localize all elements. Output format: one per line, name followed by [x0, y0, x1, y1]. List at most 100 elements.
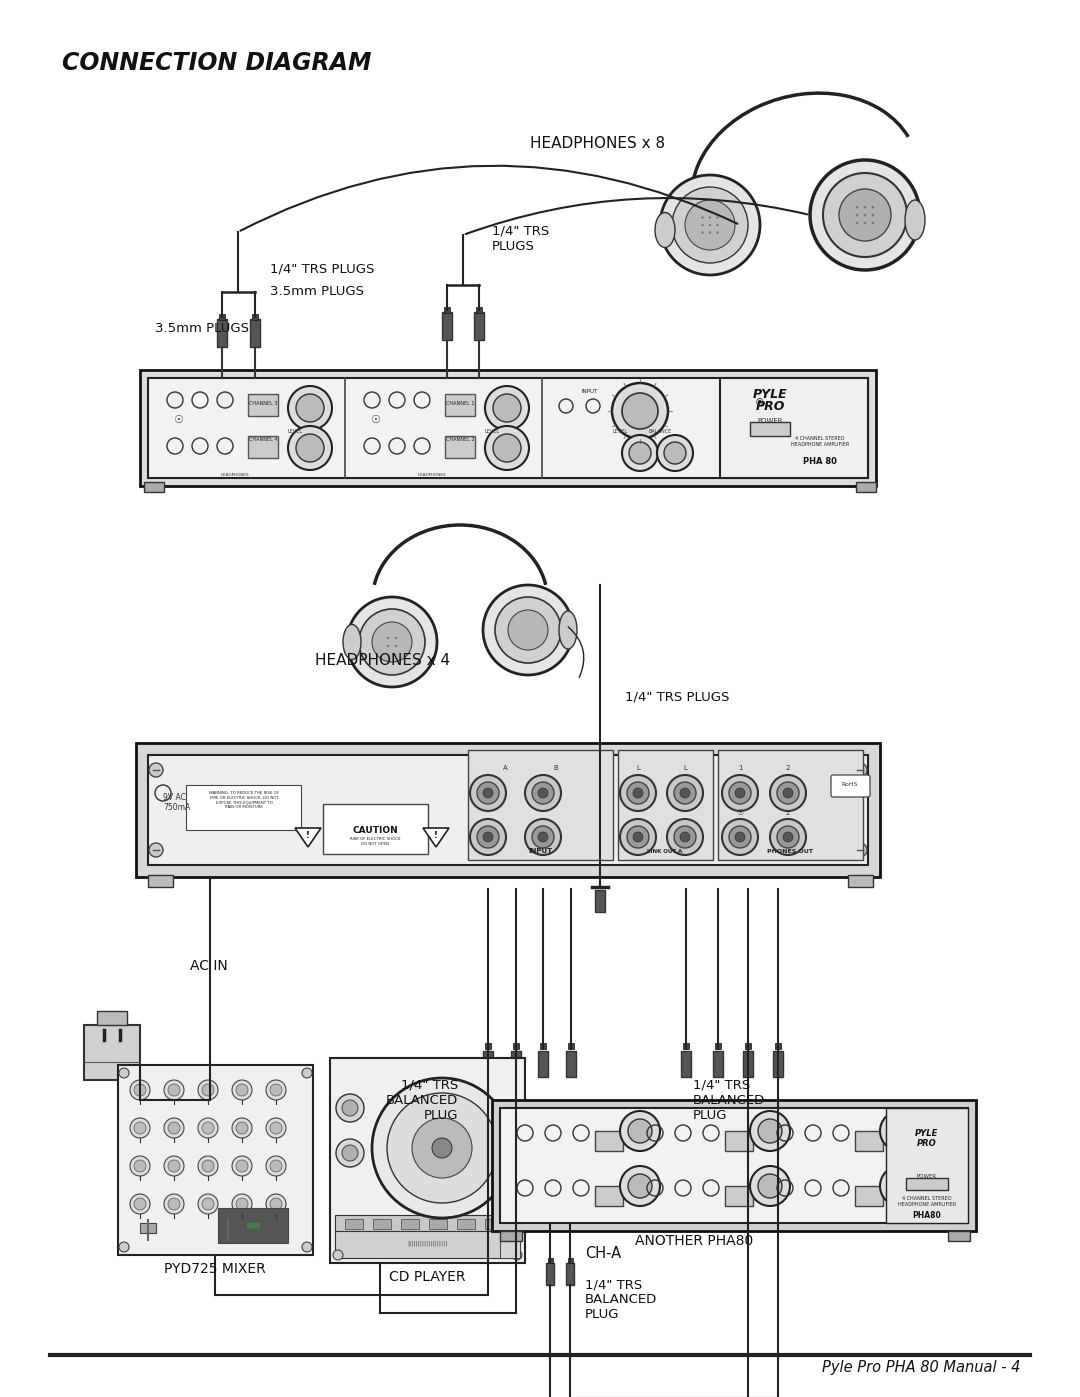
- Circle shape: [202, 1199, 214, 1210]
- Bar: [136, 743, 880, 877]
- Circle shape: [770, 819, 806, 855]
- Text: CHANNEL 4: CHANNEL 4: [248, 437, 278, 441]
- Circle shape: [411, 1118, 472, 1178]
- Bar: [725, 1186, 753, 1206]
- Circle shape: [134, 1199, 146, 1210]
- Circle shape: [477, 826, 499, 848]
- Circle shape: [130, 1194, 150, 1214]
- Bar: [492, 1099, 976, 1231]
- Bar: [773, 1051, 783, 1077]
- Bar: [745, 1044, 751, 1049]
- Text: CHANNEL 2: CHANNEL 2: [446, 437, 474, 441]
- Circle shape: [620, 1166, 660, 1206]
- Circle shape: [164, 1080, 184, 1099]
- Bar: [848, 875, 873, 887]
- Circle shape: [164, 1155, 184, 1176]
- Circle shape: [627, 782, 649, 805]
- Circle shape: [270, 1199, 282, 1210]
- Text: PRO: PRO: [755, 400, 785, 414]
- Text: RISK OF ELECTRIC SHOCK
DO NOT OPEN: RISK OF ELECTRIC SHOCK DO NOT OPEN: [350, 837, 401, 847]
- Circle shape: [387, 1092, 497, 1203]
- Bar: [335, 1215, 519, 1231]
- Text: L: L: [683, 766, 687, 771]
- Circle shape: [735, 788, 745, 798]
- Text: 1/4" TRS
BALANCED
PLUG: 1/4" TRS BALANCED PLUG: [585, 1278, 658, 1322]
- Bar: [252, 314, 258, 320]
- Circle shape: [750, 1166, 789, 1206]
- Bar: [568, 1044, 573, 1049]
- Circle shape: [823, 173, 907, 257]
- Circle shape: [359, 609, 426, 675]
- Bar: [218, 1208, 288, 1243]
- Text: ☉: ☉: [737, 807, 744, 817]
- Circle shape: [483, 788, 492, 798]
- Text: 1/4" TRS PLUGS: 1/4" TRS PLUGS: [625, 690, 729, 703]
- Text: WARNING: TO REDUCE THE RISK OF
FIRE OR ELECTRIC SHOCK, DO NOT
EXPOSE THIS EQUIPM: WARNING: TO REDUCE THE RISK OF FIRE OR E…: [210, 791, 279, 809]
- Circle shape: [622, 393, 658, 429]
- Bar: [217, 319, 227, 346]
- Circle shape: [672, 187, 748, 263]
- Bar: [500, 1108, 968, 1222]
- Circle shape: [270, 1122, 282, 1134]
- Circle shape: [758, 1173, 782, 1199]
- Circle shape: [864, 205, 866, 208]
- Circle shape: [237, 1084, 248, 1097]
- Circle shape: [266, 1194, 286, 1214]
- Text: B: B: [554, 766, 558, 771]
- Text: PHA80: PHA80: [913, 1211, 942, 1220]
- Bar: [855, 1132, 883, 1151]
- Text: L: L: [636, 766, 640, 771]
- Circle shape: [432, 1139, 453, 1158]
- Text: 1: 1: [738, 766, 742, 771]
- Circle shape: [336, 1094, 364, 1122]
- Circle shape: [680, 833, 690, 842]
- Bar: [886, 1108, 968, 1222]
- Bar: [540, 1044, 546, 1049]
- Circle shape: [735, 833, 745, 842]
- Bar: [186, 785, 301, 830]
- Text: CD PLAYER: CD PLAYER: [389, 1270, 465, 1284]
- Circle shape: [232, 1080, 252, 1099]
- Circle shape: [864, 214, 866, 217]
- Text: CH-A: CH-A: [585, 1246, 621, 1261]
- Text: 1/4" TRS
BALANCED
PLUG: 1/4" TRS BALANCED PLUG: [386, 1078, 458, 1122]
- Circle shape: [387, 637, 389, 640]
- FancyBboxPatch shape: [831, 775, 870, 798]
- Bar: [468, 750, 613, 861]
- Text: 2: 2: [786, 810, 791, 816]
- Circle shape: [485, 426, 529, 469]
- Circle shape: [168, 1199, 180, 1210]
- Bar: [715, 1044, 721, 1049]
- Circle shape: [347, 597, 437, 687]
- Text: 1/4" TRS PLUGS: 1/4" TRS PLUGS: [270, 263, 375, 275]
- Text: !: !: [434, 831, 437, 840]
- Circle shape: [164, 1194, 184, 1214]
- Text: CAUTION: CAUTION: [352, 826, 397, 835]
- Circle shape: [266, 1118, 286, 1139]
- Bar: [750, 422, 789, 436]
- Bar: [500, 1231, 522, 1241]
- Circle shape: [119, 1067, 129, 1078]
- Circle shape: [525, 775, 561, 812]
- Circle shape: [532, 782, 554, 805]
- Circle shape: [483, 585, 573, 675]
- Bar: [457, 1220, 475, 1229]
- Bar: [906, 1178, 948, 1190]
- Ellipse shape: [905, 200, 924, 240]
- Circle shape: [485, 386, 529, 430]
- Circle shape: [723, 819, 758, 855]
- Text: CONNECTION DIAGRAM: CONNECTION DIAGRAM: [62, 52, 372, 75]
- Text: ☉: ☉: [370, 415, 380, 425]
- Circle shape: [716, 224, 718, 226]
- Circle shape: [810, 161, 920, 270]
- Circle shape: [612, 383, 669, 439]
- Circle shape: [134, 1160, 146, 1172]
- Circle shape: [864, 222, 866, 225]
- Bar: [248, 394, 278, 416]
- Bar: [483, 1051, 492, 1077]
- Text: HEADPHONES: HEADPHONES: [220, 474, 249, 476]
- Bar: [84, 1025, 140, 1080]
- Circle shape: [853, 763, 867, 777]
- Text: RoHS: RoHS: [841, 782, 859, 787]
- Text: 3.5mm PLUGS: 3.5mm PLUGS: [270, 285, 364, 298]
